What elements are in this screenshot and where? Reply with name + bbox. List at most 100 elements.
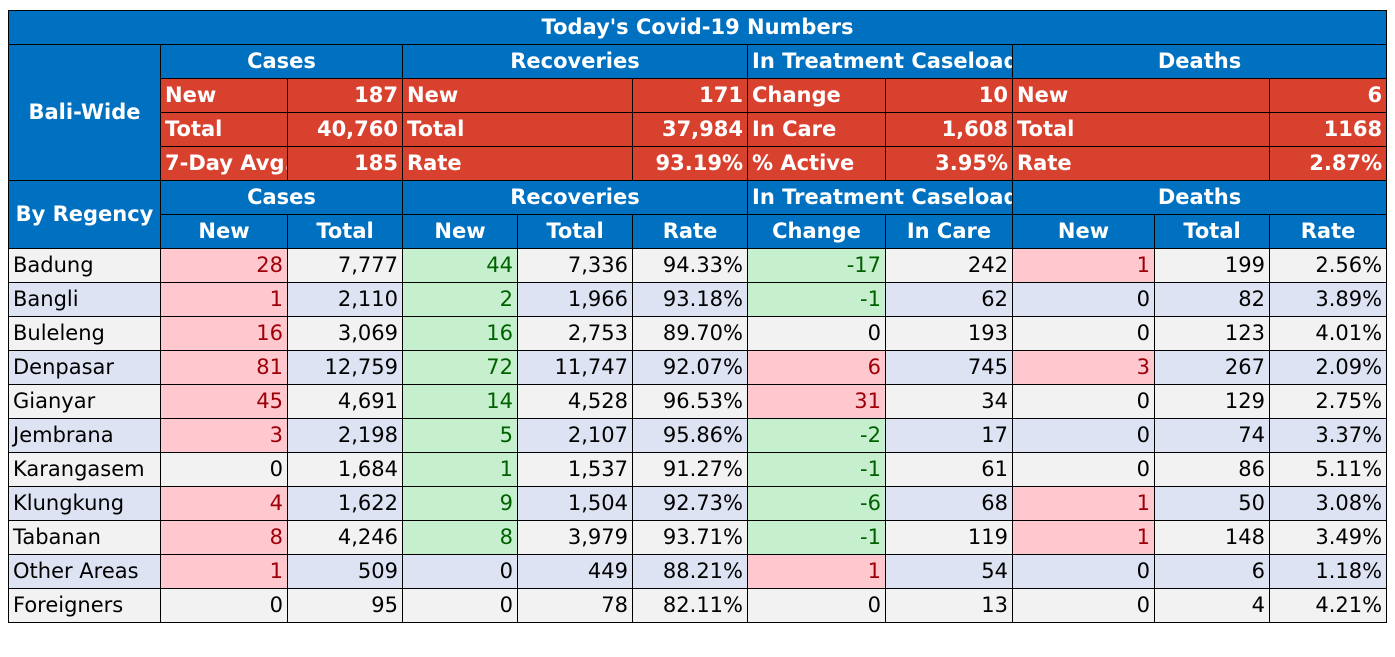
table-cell: 50 bbox=[1154, 486, 1270, 521]
bali-value: 2.87% bbox=[1268, 146, 1388, 181]
table-cell: 3 bbox=[1012, 350, 1155, 385]
table-cell: 54 bbox=[885, 554, 1013, 589]
table-cell: 3.89% bbox=[1268, 282, 1388, 317]
table-cell: 745 bbox=[885, 350, 1013, 385]
table-cell: 2.75% bbox=[1268, 384, 1388, 419]
table-cell: 95 bbox=[287, 588, 403, 623]
table-cell: 31 bbox=[747, 384, 886, 419]
bali-wide-label: Bali-Wide bbox=[8, 44, 161, 181]
table-cell: 94.33% bbox=[632, 248, 748, 283]
column-header: New bbox=[402, 214, 518, 249]
regency-deaths-header: Deaths bbox=[1011, 180, 1388, 215]
table-cell: 28 bbox=[160, 248, 288, 283]
regency-name: Jembrana bbox=[8, 418, 161, 453]
table-cell: 3.08% bbox=[1268, 486, 1388, 521]
bali-recoveries-header: Recoveries bbox=[402, 44, 748, 79]
table-cell: 8 bbox=[160, 520, 288, 555]
table-row: Jembrana 3 2,198 5 2,107 95.86% -2 17 0 74 3.37% bbox=[8, 418, 1388, 453]
bali-label: % Active bbox=[747, 146, 886, 181]
table-cell: 2,110 bbox=[287, 282, 403, 317]
by-regency-label: By Regency bbox=[8, 180, 161, 249]
table-cell: 1,537 bbox=[517, 452, 633, 487]
regency-name: Karangasem bbox=[8, 452, 161, 487]
table-cell: 45 bbox=[160, 384, 288, 419]
bali-label: Total bbox=[160, 112, 288, 147]
table-row: Tabanan 8 4,246 8 3,979 93.71% -1 119 1 148 3.49% bbox=[8, 520, 1388, 555]
table-cell: 0 bbox=[1012, 418, 1155, 453]
bali-deaths-header: Deaths bbox=[1011, 44, 1388, 79]
table-cell: 5 bbox=[402, 418, 518, 453]
table-cell: 7,777 bbox=[287, 248, 403, 283]
bali-value: 6 bbox=[1268, 78, 1388, 113]
table-row: Other Areas 1 509 0 449 88.21% 1 54 0 6 1.18% bbox=[8, 554, 1388, 589]
table-cell: 129 bbox=[1154, 384, 1270, 419]
table-cell: 92.07% bbox=[632, 350, 748, 385]
bali-value: 40,760 bbox=[287, 112, 403, 147]
table-cell: -1 bbox=[747, 452, 886, 487]
table-cell: 5.11% bbox=[1268, 452, 1388, 487]
column-header-row: New Total New Total Rate Change In Care … bbox=[9, 214, 1388, 249]
regency-recoveries-header: Recoveries bbox=[402, 180, 748, 215]
bali-label: Change bbox=[747, 78, 886, 113]
table-cell: 2,753 bbox=[517, 316, 633, 351]
table-row: Bangli 1 2,110 2 1,966 93.18% -1 62 0 82 3.89% bbox=[8, 282, 1388, 317]
bali-value: 1,608 bbox=[885, 112, 1013, 147]
table-cell: 3,069 bbox=[287, 316, 403, 351]
bali-value: 93.19% bbox=[632, 146, 748, 181]
table-cell: 6 bbox=[747, 350, 886, 385]
column-header: Total bbox=[517, 214, 633, 249]
table-cell: 74 bbox=[1154, 418, 1270, 453]
bali-label: Total bbox=[402, 112, 633, 147]
table-cell: 1.18% bbox=[1268, 554, 1388, 589]
table-cell: 81 bbox=[160, 350, 288, 385]
table-cell: 82 bbox=[1154, 282, 1270, 317]
table-row: Denpasar 81 12,759 72 11,747 92.07% 6 745 3 267 2.… bbox=[8, 350, 1388, 385]
column-header: Rate bbox=[632, 214, 748, 249]
table-cell: 61 bbox=[885, 452, 1013, 487]
bali-value: 185 bbox=[287, 146, 403, 181]
table-cell: 0 bbox=[402, 554, 518, 589]
table-cell: 62 bbox=[885, 282, 1013, 317]
table-cell: 4 bbox=[1154, 588, 1270, 623]
table-cell: 0 bbox=[1012, 384, 1155, 419]
table-cell: -2 bbox=[747, 418, 886, 453]
table-cell: 11,747 bbox=[517, 350, 633, 385]
table-cell: 0 bbox=[1012, 316, 1155, 351]
bali-label: Total bbox=[1012, 112, 1270, 147]
column-header: Rate bbox=[1268, 214, 1388, 249]
table-cell: 0 bbox=[160, 588, 288, 623]
table-cell: 16 bbox=[160, 316, 288, 351]
table-cell: 1 bbox=[160, 282, 288, 317]
table-cell: 0 bbox=[1012, 588, 1155, 623]
regency-name: Gianyar bbox=[8, 384, 161, 419]
bali-summary-row: Total 40,760 Total 37,984 In Care 1,608 … bbox=[9, 112, 1388, 147]
bali-label: New bbox=[402, 78, 633, 113]
table-cell: 199 bbox=[1154, 248, 1270, 283]
table-cell: 2,198 bbox=[287, 418, 403, 453]
regency-name: Badung bbox=[8, 248, 161, 283]
bali-summary-row: New 187 New 171 Change 10 New 6 bbox=[9, 78, 1388, 113]
bali-cases-header: Cases bbox=[160, 44, 403, 79]
regency-rows: Badung 28 7,777 44 7,336 94.33% -17 242 1 199 2.56… bbox=[8, 248, 1388, 623]
table-row: Foreigners 0 95 0 78 82.11% 0 13 0 4 4.21% bbox=[8, 588, 1388, 623]
table-cell: 0 bbox=[160, 452, 288, 487]
table-cell: -1 bbox=[747, 520, 886, 555]
regency-name: Bangli bbox=[8, 282, 161, 317]
covid-numbers-table: Today's Covid-19 Numbers Bali-Wide Cases… bbox=[7, 10, 1388, 623]
table-cell: 267 bbox=[1154, 350, 1270, 385]
table-cell: 34 bbox=[885, 384, 1013, 419]
table-cell: 95.86% bbox=[632, 418, 748, 453]
table-cell: 96.53% bbox=[632, 384, 748, 419]
table-cell: 2.56% bbox=[1268, 248, 1388, 283]
table-cell: 2.09% bbox=[1268, 350, 1388, 385]
bali-value: 171 bbox=[632, 78, 748, 113]
table-cell: 78 bbox=[517, 588, 633, 623]
table-cell: 3 bbox=[160, 418, 288, 453]
table-cell: 242 bbox=[885, 248, 1013, 283]
regency-cases-header: Cases bbox=[160, 180, 403, 215]
bali-value: 37,984 bbox=[632, 112, 748, 147]
bali-value: 10 bbox=[885, 78, 1013, 113]
table-row: Gianyar 45 4,691 14 4,528 96.53% 31 34 0 129 2.75% bbox=[8, 384, 1388, 419]
table-cell: 17 bbox=[885, 418, 1013, 453]
bali-label: New bbox=[160, 78, 288, 113]
